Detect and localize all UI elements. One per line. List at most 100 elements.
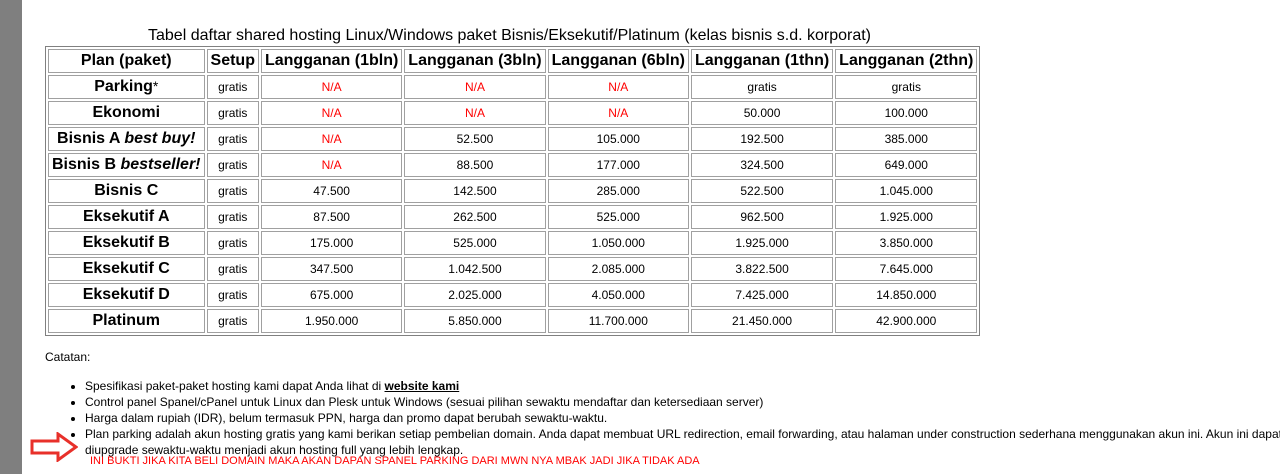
price-6-months: N/A xyxy=(547,101,689,125)
list-item: Control panel Spanel/cPanel untuk Linux … xyxy=(85,394,1280,410)
annotation-text: INI BUKTI JIKA KITA BELI DOMAIN MAKA AKA… xyxy=(90,455,700,467)
price-1-month: N/A xyxy=(260,101,403,125)
plan-name: Eksekutif D xyxy=(48,283,205,307)
price-1-year: 522.500 xyxy=(690,179,834,203)
notes-heading: Catatan: xyxy=(45,350,91,364)
header-3-months: Langganan (3bln) xyxy=(404,49,546,73)
plan-name: Ekonomi xyxy=(48,101,205,125)
table-caption: Tabel daftar shared hosting Linux/Window… xyxy=(148,27,872,44)
price-2-years: 1.045.000 xyxy=(835,179,978,203)
price-3-months: N/A xyxy=(404,101,546,125)
footnote-asterisk: * xyxy=(152,78,159,94)
price-1-month: N/A xyxy=(260,153,403,177)
header-6-months: Langganan (6bln) xyxy=(547,49,689,73)
plan-name: Platinum xyxy=(48,309,205,333)
setup-cell: gratis xyxy=(206,283,259,307)
right-arrow-outline-icon xyxy=(30,432,78,462)
price-1-year: 3.822.500 xyxy=(690,257,834,281)
plan-name: Bisnis C xyxy=(48,179,205,203)
price-2-years: 7.645.000 xyxy=(835,257,978,281)
plan-name: Bisnis B bestseller! xyxy=(48,153,205,177)
price-1-month: 1.950.000 xyxy=(260,309,403,333)
table-row: Ekonomi gratis N/A N/A N/A 50.000 100.00… xyxy=(48,101,978,125)
price-1-year: 21.450.000 xyxy=(690,309,834,333)
left-gutter-bar xyxy=(0,0,22,474)
price-1-month: 47.500 xyxy=(260,179,403,203)
table-row: Bisnis B bestseller! gratis N/A 88.500 1… xyxy=(48,153,978,177)
price-3-months: 5.850.000 xyxy=(404,309,546,333)
plan-tag: best buy! xyxy=(124,130,196,147)
list-item: Plan parking adalah akun hosting gratis … xyxy=(85,426,1280,458)
price-3-months: N/A xyxy=(404,75,546,99)
setup-cell: gratis xyxy=(206,179,259,203)
price-6-months: N/A xyxy=(547,75,689,99)
setup-cell: gratis xyxy=(206,75,259,99)
price-1-year: 962.500 xyxy=(690,205,834,229)
table-row: Eksekutif A gratis 87.500 262.500 525.00… xyxy=(48,205,978,229)
table-row: Parking* gratis N/A N/A N/A gratis grati… xyxy=(48,75,978,99)
notes-list: Spesifikasi paket-paket hosting kami dap… xyxy=(45,378,1280,458)
price-3-months: 2.025.000 xyxy=(404,283,546,307)
table-header-row: Plan (paket) Setup Langganan (1bln) Lang… xyxy=(48,49,978,73)
price-1-month: N/A xyxy=(260,75,403,99)
price-6-months: 525.000 xyxy=(547,205,689,229)
setup-cell: gratis xyxy=(206,101,259,125)
header-2-years: Langganan (2thn) xyxy=(835,49,978,73)
price-1-month: 675.000 xyxy=(260,283,403,307)
plan-tag: bestseller! xyxy=(120,156,201,173)
price-2-years: 385.000 xyxy=(835,127,978,151)
price-2-years: gratis xyxy=(835,75,978,99)
price-2-years: 649.000 xyxy=(835,153,978,177)
header-1-month: Langganan (1bln) xyxy=(260,49,403,73)
table-row: Eksekutif C gratis 347.500 1.042.500 2.0… xyxy=(48,257,978,281)
plan-name: Eksekutif A xyxy=(48,205,205,229)
price-1-year: gratis xyxy=(690,75,834,99)
price-2-years: 42.900.000 xyxy=(835,309,978,333)
price-1-year: 192.500 xyxy=(690,127,834,151)
price-1-year: 324.500 xyxy=(690,153,834,177)
price-3-months: 52.500 xyxy=(404,127,546,151)
header-1-year: Langganan (1thn) xyxy=(690,49,834,73)
table-row: Eksekutif B gratis 175.000 525.000 1.050… xyxy=(48,231,978,255)
table-row: Bisnis A best buy! gratis N/A 52.500 105… xyxy=(48,127,978,151)
setup-cell: gratis xyxy=(206,309,259,333)
price-3-months: 88.500 xyxy=(404,153,546,177)
price-1-year: 50.000 xyxy=(690,101,834,125)
setup-cell: gratis xyxy=(206,257,259,281)
setup-cell: gratis xyxy=(206,205,259,229)
price-6-months: 177.000 xyxy=(547,153,689,177)
table-row: Eksekutif D gratis 675.000 2.025.000 4.0… xyxy=(48,283,978,307)
price-6-months: 285.000 xyxy=(547,179,689,203)
price-6-months: 11.700.000 xyxy=(547,309,689,333)
price-2-years: 1.925.000 xyxy=(835,205,978,229)
price-2-years: 14.850.000 xyxy=(835,283,978,307)
price-2-years: 3.850.000 xyxy=(835,231,978,255)
price-1-month: 175.000 xyxy=(260,231,403,255)
price-3-months: 142.500 xyxy=(404,179,546,203)
setup-cell: gratis xyxy=(206,153,259,177)
price-3-months: 262.500 xyxy=(404,205,546,229)
price-3-months: 1.042.500 xyxy=(404,257,546,281)
price-1-month: 87.500 xyxy=(260,205,403,229)
price-6-months: 4.050.000 xyxy=(547,283,689,307)
price-1-month: 347.500 xyxy=(260,257,403,281)
plan-name: Bisnis A best buy! xyxy=(48,127,205,151)
plan-name: Parking* xyxy=(48,75,205,99)
setup-cell: gratis xyxy=(206,127,259,151)
plan-name: Eksekutif C xyxy=(48,257,205,281)
header-plan: Plan (paket) xyxy=(48,49,205,73)
price-6-months: 1.050.000 xyxy=(547,231,689,255)
price-6-months: 2.085.000 xyxy=(547,257,689,281)
price-1-year: 7.425.000 xyxy=(690,283,834,307)
header-setup: Setup xyxy=(206,49,259,73)
table-row: Platinum gratis 1.950.000 5.850.000 11.7… xyxy=(48,309,978,333)
list-item: Spesifikasi paket-paket hosting kami dap… xyxy=(85,378,1280,394)
website-link[interactable]: website kami xyxy=(384,379,460,393)
list-item: Harga dalam rupiah (IDR), belum termasuk… xyxy=(85,410,1280,426)
pricing-table: Plan (paket) Setup Langganan (1bln) Lang… xyxy=(45,46,981,336)
price-6-months: 105.000 xyxy=(547,127,689,151)
price-1-month: N/A xyxy=(260,127,403,151)
price-2-years: 100.000 xyxy=(835,101,978,125)
setup-cell: gratis xyxy=(206,231,259,255)
price-3-months: 525.000 xyxy=(404,231,546,255)
